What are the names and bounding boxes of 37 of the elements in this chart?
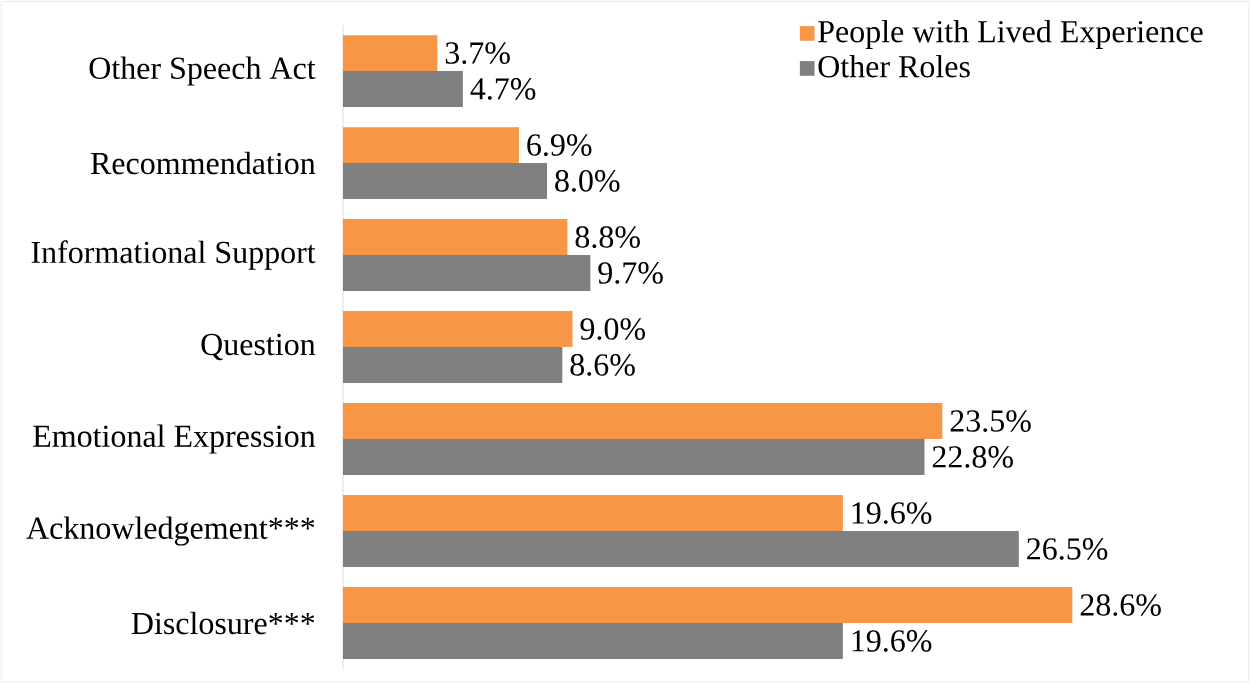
data-label: 8.8% (575, 226, 640, 248)
bar (343, 127, 519, 164)
y-tick-label: Other Speech Act (89, 56, 316, 86)
data-label: 9.0% (580, 318, 646, 340)
y-tick-label: Question (201, 333, 316, 361)
data-label: 6.9% (527, 134, 592, 156)
bar (343, 163, 548, 199)
bar (343, 71, 463, 107)
data-label: 8.6% (570, 354, 635, 376)
data-label: 4.7% (470, 78, 536, 100)
y-tick-label: Emotional Expression (33, 424, 316, 454)
data-label: 28.6% (1080, 594, 1161, 616)
bar (343, 587, 1073, 623)
data-label: 8.0% (555, 170, 620, 192)
bar (343, 403, 943, 439)
y-tick-label: Informational Support (31, 240, 316, 270)
bar (343, 495, 843, 531)
bar (343, 439, 925, 475)
y-tick-label: Recommendation (90, 151, 316, 175)
bar (343, 623, 843, 659)
bar (343, 347, 563, 383)
data-label: 3.7% (445, 42, 510, 64)
bar (343, 311, 573, 347)
bar (343, 219, 568, 255)
data-label: 26.5% (1027, 538, 1108, 560)
bar (343, 35, 438, 72)
legend-label: Other Roles (818, 54, 970, 78)
y-tick-label: Acknowledgement*** (26, 516, 315, 546)
data-label: 19.6% (852, 502, 932, 524)
data-label: 9.7% (598, 262, 663, 284)
data-label: 22.8% (932, 446, 1013, 468)
bar (343, 255, 591, 291)
data-label: 19.6% (852, 630, 932, 652)
y-tick-label: Disclosure*** (131, 611, 315, 635)
bar (343, 531, 1019, 567)
legend-label: People with Lived Experience (818, 19, 1203, 49)
data-label: 23.5% (950, 410, 1031, 432)
